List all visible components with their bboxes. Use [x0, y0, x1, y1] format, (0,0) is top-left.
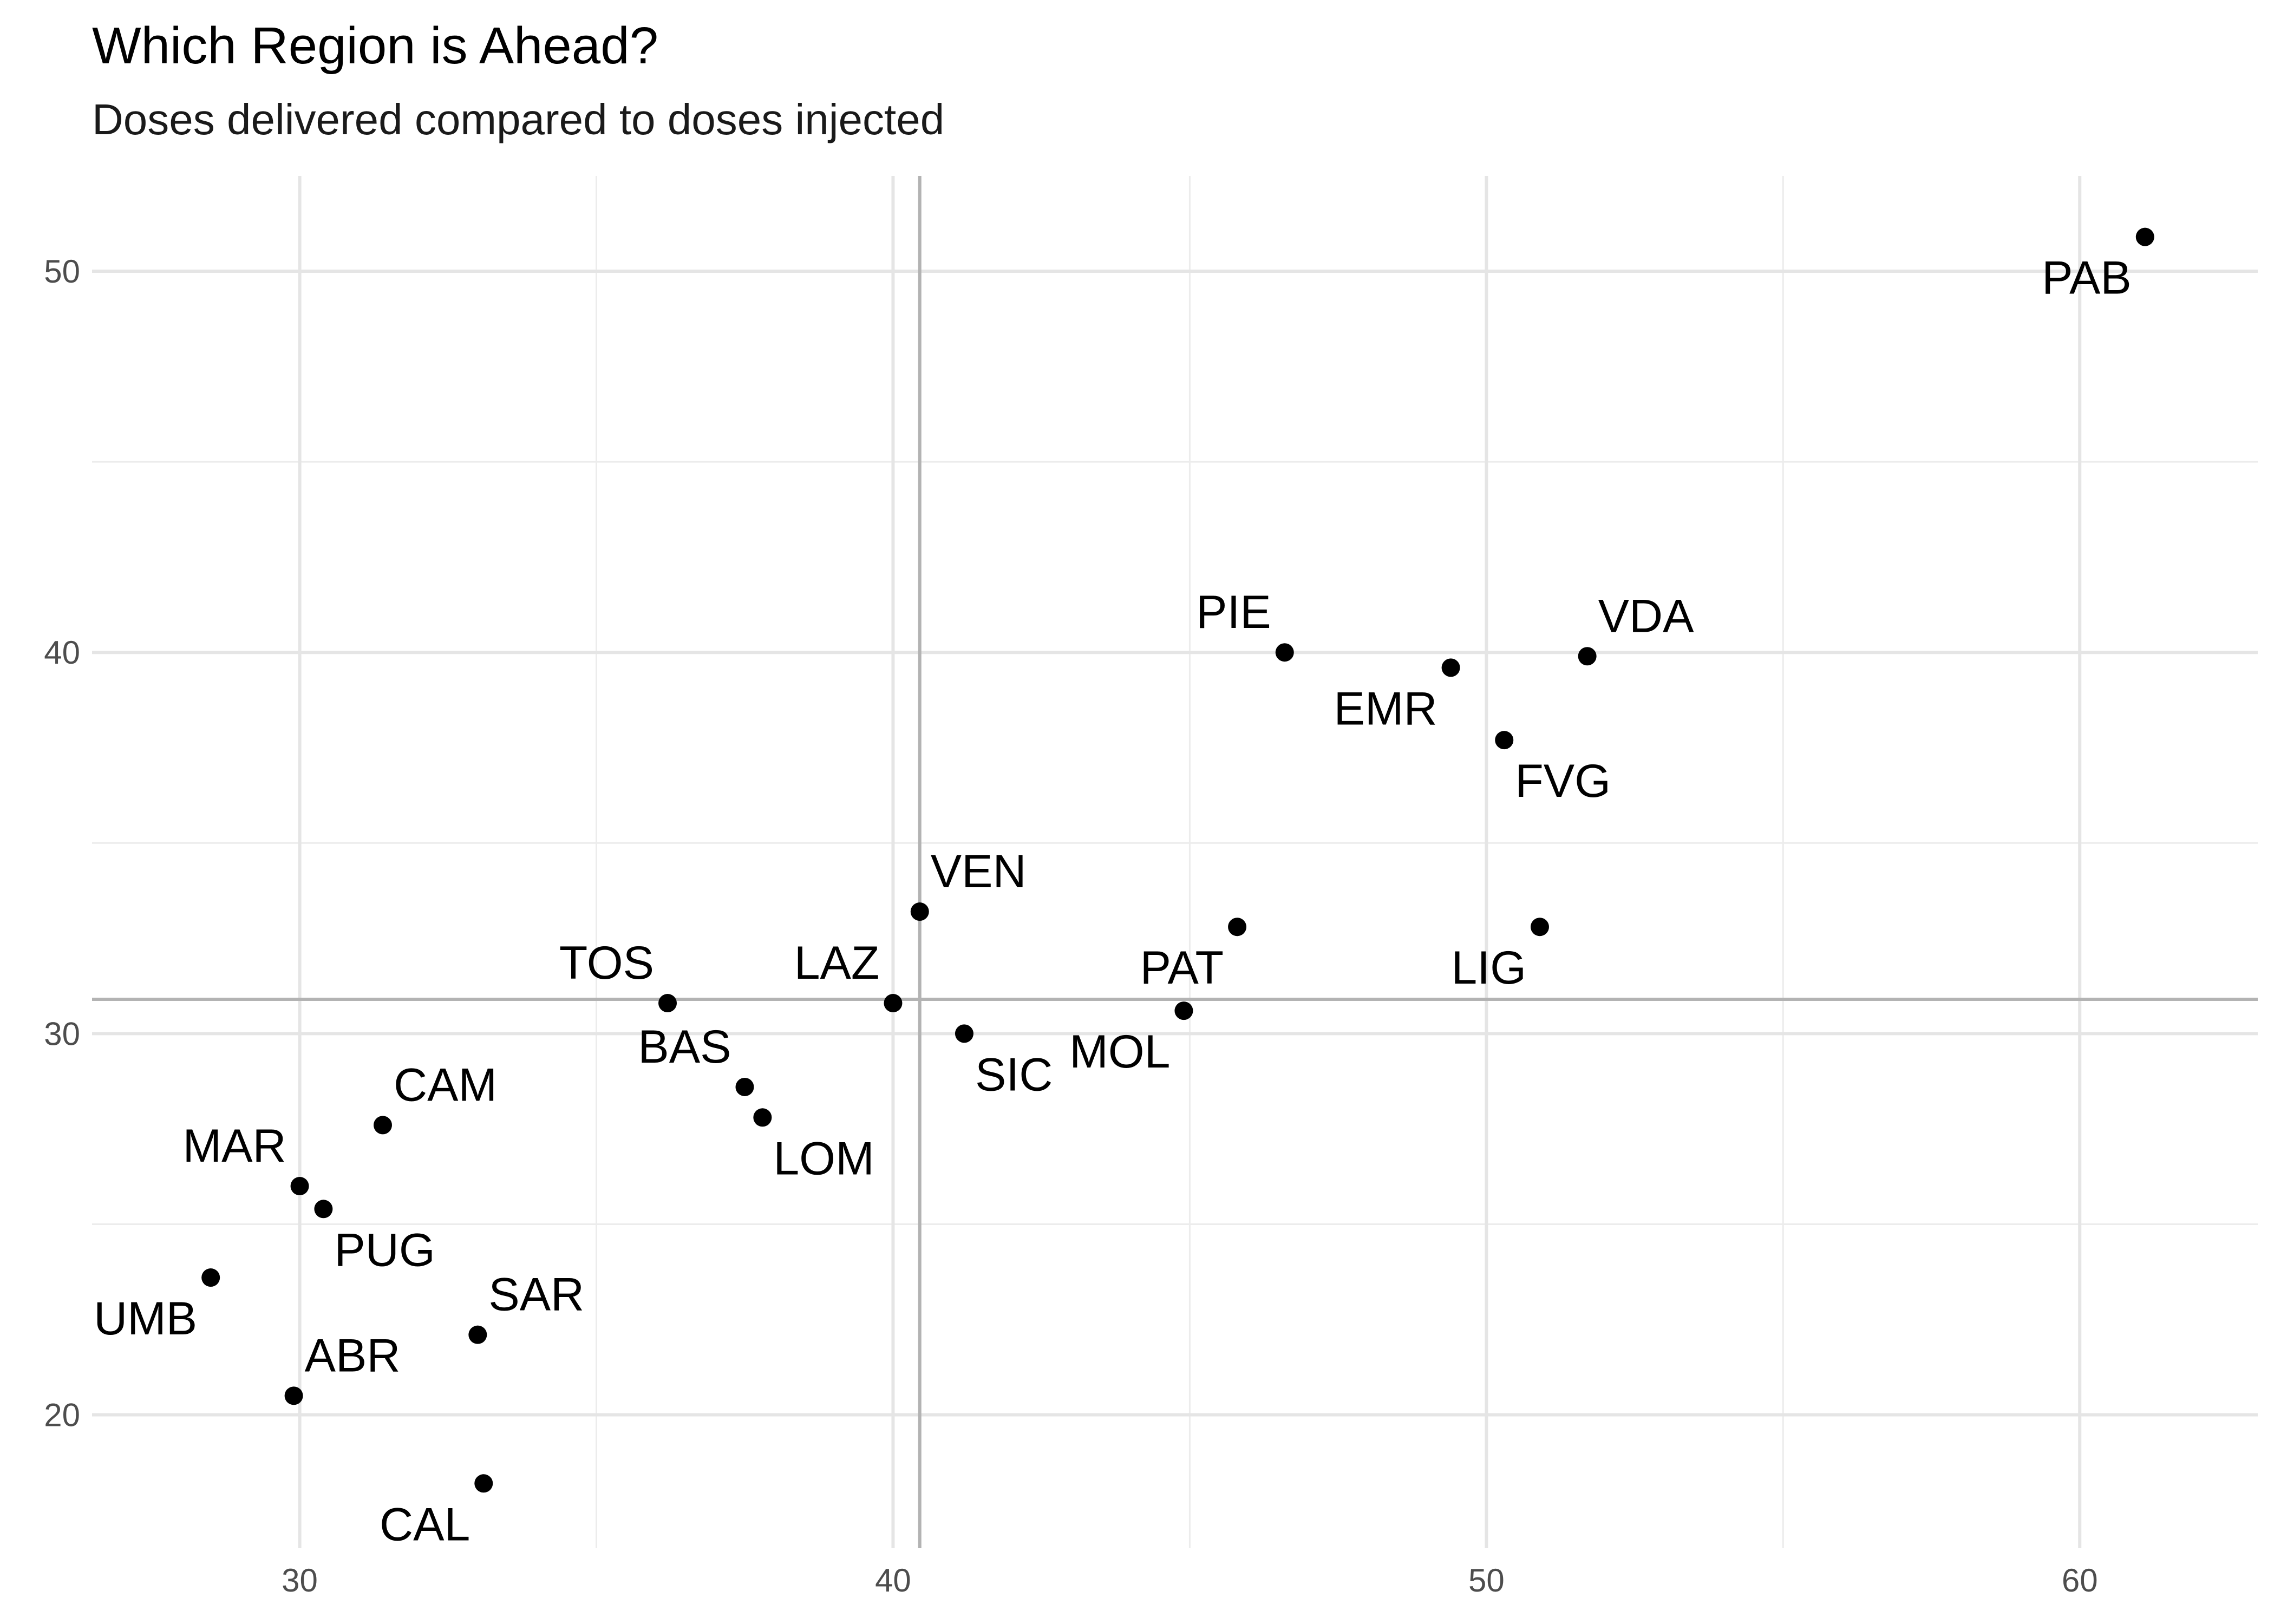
x-tick-label: 30 [282, 1562, 318, 1599]
point-labels: PAB PIE VDA EMR FVG VEN PAT LIG TOS LAZ MOL SIC BAS L… [94, 252, 2132, 1551]
data-points [201, 227, 2154, 1493]
major-gridlines [92, 176, 2258, 1548]
data-point [201, 1268, 220, 1287]
x-tick-label: 40 [875, 1562, 911, 1599]
point-label: ABR [305, 1330, 401, 1381]
point-label: PAT [1140, 942, 1224, 994]
point-label: FVG [1515, 755, 1611, 807]
minor-gridlines [92, 176, 2258, 1548]
y-tick-label: 50 [44, 253, 80, 290]
point-label: CAL [380, 1498, 470, 1550]
y-tick-label: 30 [44, 1016, 80, 1052]
data-point [1495, 731, 1514, 750]
point-label: LOM [773, 1132, 874, 1184]
data-point [1228, 918, 1247, 937]
point-label: SAR [488, 1269, 584, 1321]
data-point [373, 1116, 392, 1135]
point-label: EMR [1334, 683, 1437, 735]
point-label: MAR [182, 1120, 286, 1172]
data-point [1530, 918, 1549, 937]
data-point [474, 1474, 493, 1493]
axis-tick-labels: 30 40 50 60 20 30 40 50 [44, 253, 2097, 1599]
data-point [2135, 227, 2154, 246]
data-point [658, 994, 677, 1013]
data-point [735, 1077, 754, 1096]
point-label: BAS [638, 1021, 731, 1073]
data-point [290, 1177, 309, 1196]
chart-title: Which Region is Ahead? [92, 17, 658, 75]
chart-subtitle: Doses delivered compared to doses inject… [92, 95, 945, 143]
point-label: PUG [334, 1224, 435, 1276]
x-tick-label: 60 [2062, 1562, 2098, 1599]
point-label: PIE [1196, 586, 1271, 638]
data-point [1275, 643, 1294, 662]
point-label: LAZ [794, 937, 880, 989]
data-point [468, 1325, 487, 1344]
data-point [910, 902, 929, 921]
data-point [884, 994, 903, 1013]
point-label: VEN [931, 846, 1027, 898]
data-point [955, 1024, 973, 1043]
y-tick-label: 40 [44, 634, 80, 671]
point-label: PAB [2042, 252, 2132, 304]
y-tick-label: 20 [44, 1397, 80, 1433]
point-label: UMB [94, 1293, 197, 1345]
point-label: SIC [975, 1049, 1053, 1101]
data-point [1174, 1001, 1193, 1020]
point-label: CAM [394, 1059, 497, 1111]
reference-lines [92, 176, 2258, 1548]
point-label: MOL [1069, 1026, 1170, 1078]
point-label: LIG [1451, 942, 1526, 994]
data-point [284, 1386, 303, 1405]
point-label: TOS [559, 937, 654, 989]
x-tick-label: 50 [1468, 1562, 1505, 1599]
data-point [753, 1108, 772, 1127]
data-point [314, 1200, 333, 1219]
data-point [1578, 647, 1597, 666]
data-point [1441, 658, 1460, 677]
point-label: VDA [1598, 590, 1694, 642]
